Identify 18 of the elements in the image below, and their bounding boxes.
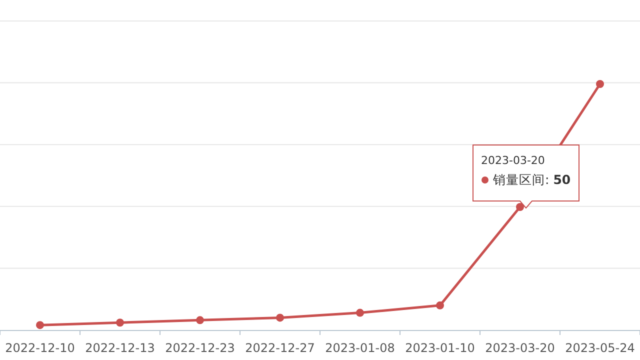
x-tick-label: 2023-05-24	[565, 341, 635, 355]
x-tick-label: 2022-12-13	[85, 341, 155, 355]
point	[356, 308, 364, 317]
point	[276, 314, 284, 322]
annotation: 2023-03-20	[481, 154, 545, 167]
point	[596, 80, 604, 88]
point	[196, 316, 204, 324]
x-tick-label: 2022-12-23	[165, 341, 235, 355]
x-tick-label: 2023-01-08	[325, 341, 395, 355]
x-tick-label: 2022-12-27	[245, 341, 315, 355]
point	[116, 318, 124, 327]
point	[36, 321, 44, 330]
annotation: 销量区间: 50	[492, 172, 571, 187]
point	[516, 203, 524, 211]
x-tick-label: 2022-12-10	[5, 341, 75, 355]
x-tick-label: 2023-01-10	[405, 341, 475, 355]
point	[436, 301, 444, 310]
x-tick-label: 2023-03-20	[485, 341, 555, 355]
